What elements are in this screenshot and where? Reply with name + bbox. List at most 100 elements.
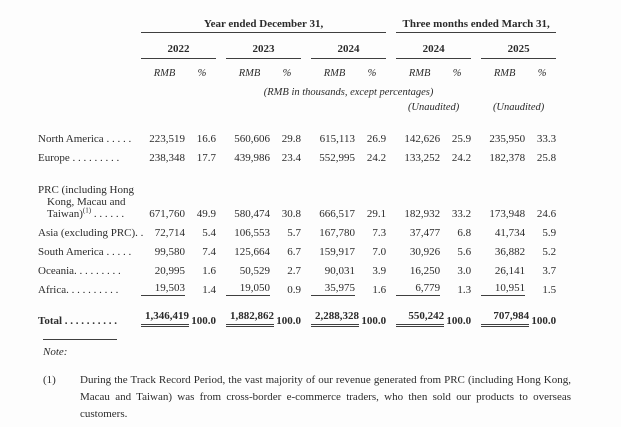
unaudited-label: (Unaudited) <box>407 102 460 113</box>
cell-rmb: 36,882 <box>494 246 526 258</box>
cell-pct-total: 100.0 <box>276 315 301 327</box>
year-header-2023: 2023 <box>226 32 301 59</box>
cell-pct: 29.1 <box>366 208 387 220</box>
quarter-header-2025: 2025 <box>481 32 557 59</box>
cell-rmb-total: 1,346,419 <box>141 296 189 327</box>
cell-rmb-total: 707,984 <box>481 296 530 327</box>
revenue-by-geography-table: Year ended December 31, Three months end… <box>38 13 557 327</box>
row-label: Europe . . . . . . . . . <box>38 152 120 164</box>
cell-pct: 5.2 <box>542 246 557 258</box>
cell-pct: 5.4 <box>202 227 216 239</box>
footnote-section: Note: (1) During the Track Record Period… <box>43 339 571 423</box>
cell-pct: 6.7 <box>287 246 301 258</box>
cell-rmb: 72,714 <box>154 227 185 239</box>
dot-leader: . . . . . . . . . <box>74 265 121 277</box>
row-label: North America . . . . . <box>38 133 132 145</box>
subheader-pct: % <box>282 68 292 79</box>
table-row-prc: PRC (including Hong Kong, Macau and Taiw… <box>38 164 556 220</box>
table-row-africa: Africa. . . . . . . . . . 19,503 1.4 19,… <box>38 277 556 296</box>
cell-pct-total: 100.0 <box>361 315 387 327</box>
cell-pct: 6.8 <box>457 227 472 239</box>
cell-pct: 1.6 <box>202 265 216 277</box>
subheader-rmb: RMB <box>238 68 261 79</box>
footnote-number: (1) <box>43 374 56 386</box>
cell-pct: 1.5 <box>542 284 557 296</box>
cell-rmb: 235,950 <box>489 133 526 145</box>
table-row-oceania: Oceania. . . . . . . . . 20,995 1.6 50,5… <box>38 258 556 277</box>
subheader-rmb: RMB <box>323 68 346 79</box>
cell-pct: 5.7 <box>287 227 301 239</box>
cell-rmb-total: 1,882,862 <box>226 296 274 327</box>
cell-rmb: 6,779 <box>396 277 443 296</box>
cell-pct-total: 100.0 <box>531 315 557 327</box>
note-heading: Note: <box>43 346 68 358</box>
cell-pct: 5.6 <box>457 246 472 258</box>
cell-rmb: 159,917 <box>319 246 355 258</box>
cell-pct: 1.4 <box>202 284 216 296</box>
cell-rmb: 19,050 <box>226 277 273 296</box>
cell-pct: 29.8 <box>281 133 301 145</box>
cell-rmb: 223,519 <box>149 133 185 145</box>
cell-rmb: 182,378 <box>489 152 526 164</box>
cell-pct-total: 100.0 <box>191 315 216 327</box>
cell-pct: 33.2 <box>451 208 472 220</box>
cell-pct: 3.7 <box>542 265 557 277</box>
cell-pct: 33.3 <box>536 133 557 145</box>
cell-rmb: 106,553 <box>234 227 270 239</box>
subheader-pct: % <box>367 68 377 79</box>
dot-leader: . . . . . . . . . . <box>66 284 119 296</box>
dot-leader: . . <box>135 227 144 239</box>
year-header-2022: 2022 <box>141 32 216 59</box>
cell-rmb: 142,626 <box>404 133 441 145</box>
dot-leader: . . . . . . <box>91 208 125 220</box>
cell-rmb: 615,113 <box>319 133 355 145</box>
cell-pct: 25.9 <box>451 133 472 145</box>
subheader-pct: % <box>452 68 462 79</box>
subheader-rmb: RMB <box>153 68 176 79</box>
table-row-total: Total . . . . . . . . . . 1,346,419 100.… <box>38 296 556 327</box>
table-row-europe: Europe . . . . . . . . . 238,348 17.7 43… <box>38 145 556 164</box>
row-label: Oceania. . . . . . . . . <box>38 265 121 277</box>
cell-pct: 17.7 <box>196 152 216 164</box>
dot-leader: . . . . . . . . . . <box>62 315 118 327</box>
cell-rmb: 238,348 <box>149 152 185 164</box>
cell-rmb: 20,995 <box>154 265 185 277</box>
cell-rmb: 10,951 <box>481 277 528 296</box>
year-header-2024: 2024 <box>311 32 387 59</box>
cell-rmb: 90,031 <box>324 265 355 277</box>
cell-rmb: 439,986 <box>234 152 270 164</box>
table-row-asia: Asia (excluding PRC). . 72,714 5.4 106,5… <box>38 220 556 239</box>
cell-rmb: 671,760 <box>149 208 185 220</box>
cell-rmb: 167,780 <box>319 227 355 239</box>
cell-pct: 3.9 <box>372 265 387 277</box>
cell-pct: 24.6 <box>536 208 557 220</box>
cell-pct: 26.9 <box>366 133 387 145</box>
cell-rmb-total: 550,242 <box>396 296 445 327</box>
units-note: (RMB in thousands, except percentages) <box>263 87 434 98</box>
footnote-marker: (1) <box>82 206 92 215</box>
footnote-text: During the Track Record Period, the vast… <box>80 374 571 421</box>
cell-pct: 7.4 <box>202 246 216 258</box>
subheader-pct: % <box>197 68 207 79</box>
cell-rmb: 37,477 <box>409 227 441 239</box>
cell-rmb: 666,517 <box>319 208 355 220</box>
subheader-rmb: RMB <box>493 68 516 79</box>
row-label: Asia (excluding PRC). . <box>38 227 144 239</box>
footnote-divider <box>43 339 117 340</box>
subheader-pct: % <box>537 68 547 79</box>
cell-pct: 2.7 <box>287 265 301 277</box>
cell-rmb: 133,252 <box>404 152 441 164</box>
cell-rmb: 580,474 <box>234 208 270 220</box>
subheader-rmb: RMB <box>408 68 431 79</box>
unaudited-label: (Unaudited) <box>492 102 545 113</box>
cell-rmb: 125,664 <box>234 246 270 258</box>
cell-pct: 3.0 <box>457 265 472 277</box>
cell-pct: 16.6 <box>196 133 216 145</box>
cell-pct-total: 100.0 <box>446 315 472 327</box>
cell-pct: 0.9 <box>287 284 301 296</box>
cell-rmb: 552,995 <box>319 152 355 164</box>
dot-leader: . . . . . . . . . <box>69 152 120 164</box>
cell-pct: 23.4 <box>281 152 301 164</box>
cell-rmb: 26,141 <box>494 265 526 277</box>
